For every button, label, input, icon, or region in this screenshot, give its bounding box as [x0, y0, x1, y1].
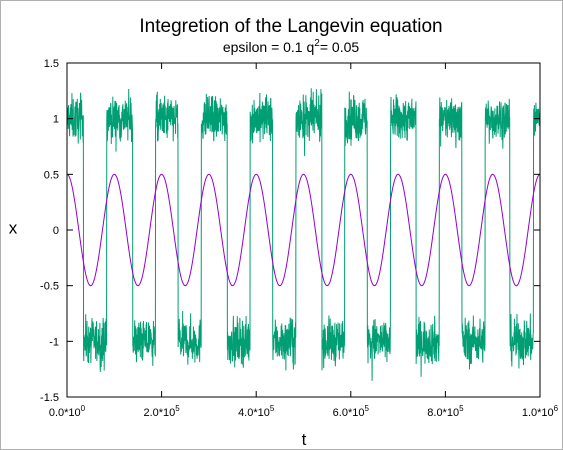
- x-tick-label: 8.0*105: [427, 404, 464, 419]
- series-forcing: [66, 173, 541, 287]
- series-trajectory: [66, 88, 541, 381]
- series-layer: [66, 88, 541, 381]
- y-axis-label: x: [9, 218, 18, 237]
- x-tick-label: 6.0*105: [333, 404, 370, 419]
- x-tick-label: 0.0*100: [49, 404, 86, 419]
- chart-title: Integretion of the Langevin equation: [139, 16, 442, 37]
- x-tick-label: 2.0*105: [143, 404, 180, 419]
- x-tick-label: 1.0*106: [522, 404, 559, 419]
- y-tick-label: 0.5: [44, 169, 59, 181]
- y-tick-label: -0.5: [40, 281, 59, 293]
- x-axis-label: t: [302, 430, 307, 449]
- y-tick-label: -1.5: [40, 392, 59, 404]
- y-tick-label: 1.5: [44, 58, 59, 70]
- chart-subtitle: epsilon = 0.1 q2= 0.05: [223, 38, 360, 55]
- y-tick-label: 0: [53, 225, 59, 237]
- y-tick-label: 1: [53, 114, 59, 126]
- y-tick-label: -1: [49, 336, 59, 348]
- tick-layer: 1.5 1 0.5 0 -0.5 -1 -1.50.0*100 2.0*105 4.0*105 6…: [40, 58, 559, 419]
- x-tick-label: 4.0*105: [238, 404, 275, 419]
